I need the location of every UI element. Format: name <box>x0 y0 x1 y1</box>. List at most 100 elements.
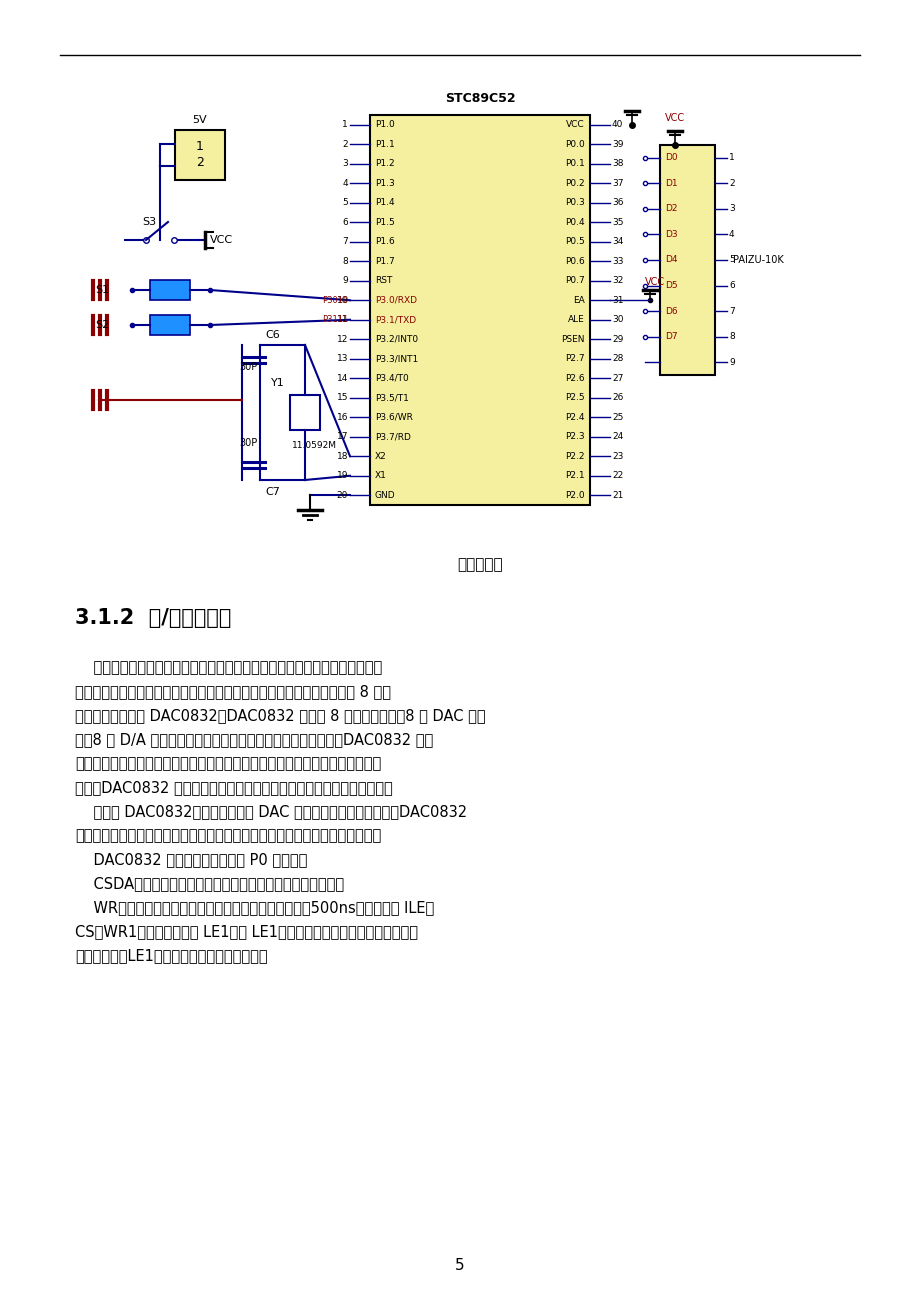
Bar <box>659 145 714 375</box>
Text: P2.7: P2.7 <box>565 354 584 363</box>
Bar <box>175 130 225 180</box>
Text: 18: 18 <box>336 452 347 461</box>
Text: P0.1: P0.1 <box>564 159 584 168</box>
Text: 25: 25 <box>611 413 623 422</box>
Text: 9: 9 <box>342 276 347 285</box>
Text: 35: 35 <box>611 217 623 227</box>
Text: P1.4: P1.4 <box>375 198 394 207</box>
Text: 14: 14 <box>336 374 347 383</box>
Text: P2.4: P2.4 <box>565 413 584 422</box>
Text: 30: 30 <box>611 315 623 324</box>
Text: 11: 11 <box>336 315 347 324</box>
Text: P3111: P3111 <box>322 315 347 324</box>
Text: CS、WR1的逻辑组合产生 LE1，当 LE1为高电平时，数据锁存器状态随输入: CS、WR1的逻辑组合产生 LE1，当 LE1为高电平时，数据锁存器状态随输入 <box>75 924 417 940</box>
Text: DAC0832 的数据口和单片机的 P0 口相连。: DAC0832 的数据口和单片机的 P0 口相连。 <box>75 853 307 867</box>
Text: 28: 28 <box>611 354 623 363</box>
Text: 30P: 30P <box>239 437 256 448</box>
Bar <box>369 115 589 505</box>
Text: 5: 5 <box>728 255 734 264</box>
Text: 1: 1 <box>196 141 204 154</box>
Text: P1.1: P1.1 <box>375 139 394 148</box>
Text: P2.5: P2.5 <box>565 393 584 402</box>
Bar <box>150 315 190 335</box>
Text: 1: 1 <box>728 154 734 163</box>
Text: 30P: 30P <box>239 362 256 372</box>
Text: 根据对 DAC0832的数据锁存器和 DAC 寄存器的不同的控制方式，DAC0832: 根据对 DAC0832的数据锁存器和 DAC 寄存器的不同的控制方式，DAC08… <box>75 805 467 819</box>
Text: D1: D1 <box>664 178 677 187</box>
Text: C7: C7 <box>265 487 279 497</box>
Text: P0.3: P0.3 <box>564 198 584 207</box>
Text: 1: 1 <box>342 120 347 129</box>
Text: 13: 13 <box>336 354 347 363</box>
Text: 输出。DAC0832 是电流型输出，在应用时外接运放使之成为电压型输出。: 输出。DAC0832 是电流型输出，在应用时外接运放使之成为电压型输出。 <box>75 780 392 796</box>
Text: PSEN: PSEN <box>561 335 584 344</box>
Text: D6: D6 <box>664 306 677 315</box>
Text: 15: 15 <box>336 393 347 402</box>
Text: 22: 22 <box>611 471 622 480</box>
Text: 5: 5 <box>455 1258 464 1272</box>
Text: P0.0: P0.0 <box>564 139 584 148</box>
Text: 17: 17 <box>336 432 347 441</box>
Text: 26: 26 <box>611 393 623 402</box>
Text: 辨率的数模转换器 DAC0832。DAC0832 主要由 8 位输入寄存器、8 位 DAC 寄存: 辨率的数模转换器 DAC0832。DAC0832 主要由 8 位输入寄存器、8 … <box>75 708 485 724</box>
Text: D3: D3 <box>664 230 677 240</box>
Text: P3.0/RXD: P3.0/RXD <box>375 296 416 305</box>
Text: 12: 12 <box>336 335 347 344</box>
Text: 7: 7 <box>728 306 734 315</box>
Text: C6: C6 <box>265 329 279 340</box>
Text: P1.2: P1.2 <box>375 159 394 168</box>
Text: ALE: ALE <box>568 315 584 324</box>
Text: 6: 6 <box>342 217 347 227</box>
Text: P0.4: P0.4 <box>565 217 584 227</box>
Text: 3: 3 <box>342 159 347 168</box>
Text: EA: EA <box>573 296 584 305</box>
Text: D0: D0 <box>664 154 677 163</box>
Text: VCC: VCC <box>644 277 664 288</box>
Text: P3.1/TXD: P3.1/TXD <box>375 315 415 324</box>
Text: 7: 7 <box>342 237 347 246</box>
Text: X2: X2 <box>375 452 386 461</box>
Text: 6: 6 <box>728 281 734 290</box>
Bar <box>289 395 320 430</box>
Text: 39: 39 <box>611 139 623 148</box>
Text: 20: 20 <box>336 491 347 500</box>
Text: P3.6/WR: P3.6/WR <box>375 413 413 422</box>
Text: PAIZU-10K: PAIZU-10K <box>732 255 783 266</box>
Text: 2: 2 <box>342 139 347 148</box>
Text: 23: 23 <box>611 452 623 461</box>
Text: 29: 29 <box>611 335 623 344</box>
Text: 有三种工作方式：直通方式、单缓冲方式和双缓冲方式。本设计选用直通方式。: 有三种工作方式：直通方式、单缓冲方式和双缓冲方式。本设计选用直通方式。 <box>75 828 380 844</box>
Text: RST: RST <box>375 276 391 285</box>
Text: 换成模拟信号，所以该文选用价格低廉、接口简单、转换控制容易并具有 8 位分: 换成模拟信号，所以该文选用价格低廉、接口简单、转换控制容易并具有 8 位分 <box>75 685 391 699</box>
Text: P0.7: P0.7 <box>564 276 584 285</box>
Text: P2.1: P2.1 <box>565 471 584 480</box>
Text: 34: 34 <box>611 237 623 246</box>
Text: 32: 32 <box>611 276 623 285</box>
Text: D5: D5 <box>664 281 677 290</box>
Text: P2.3: P2.3 <box>565 432 584 441</box>
Text: P3.7/RD: P3.7/RD <box>375 432 411 441</box>
Text: 数据线变换，LE1的负跳变时将输入数据锁存；: 数据线变换，LE1的负跳变时将输入数据锁存； <box>75 948 267 963</box>
Text: 16: 16 <box>336 413 347 422</box>
Text: 24: 24 <box>611 432 622 441</box>
Bar <box>150 280 190 299</box>
Text: P3.2/INT0: P3.2/INT0 <box>375 335 417 344</box>
Text: 2: 2 <box>728 178 734 187</box>
Text: P1.0: P1.0 <box>375 120 394 129</box>
Text: P1.7: P1.7 <box>375 256 394 266</box>
Text: 5V: 5V <box>192 115 207 125</box>
Text: VCC: VCC <box>566 120 584 129</box>
Text: 主控电路图: 主控电路图 <box>457 557 503 573</box>
Text: 37: 37 <box>611 178 623 187</box>
Text: STC89C52: STC89C52 <box>444 92 515 105</box>
Text: P2.0: P2.0 <box>565 491 584 500</box>
Text: 36: 36 <box>611 198 623 207</box>
Text: 33: 33 <box>611 256 623 266</box>
Text: P1.3: P1.3 <box>375 178 394 187</box>
Text: 3.1.2  数/模转换电路: 3.1.2 数/模转换电路 <box>75 608 231 628</box>
Text: 8: 8 <box>342 256 347 266</box>
Text: 21: 21 <box>611 491 623 500</box>
Text: S2: S2 <box>95 320 109 329</box>
Text: 19: 19 <box>336 471 347 480</box>
Text: VCC: VCC <box>664 113 685 122</box>
